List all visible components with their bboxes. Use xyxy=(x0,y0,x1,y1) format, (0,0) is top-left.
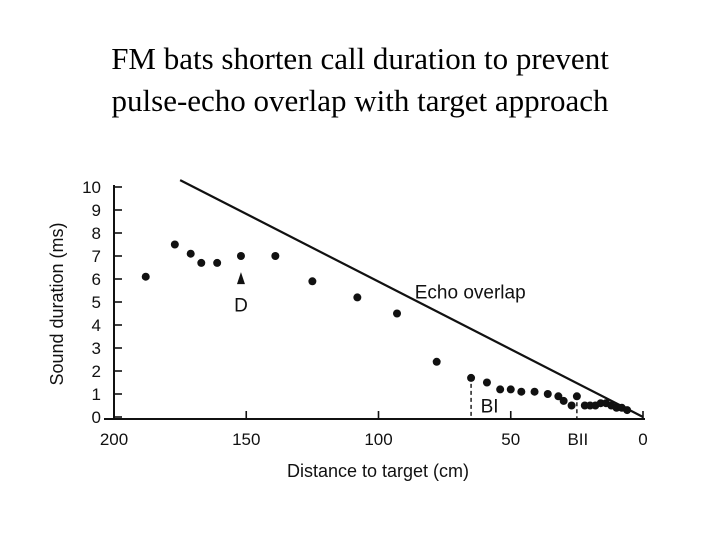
x-tick-label: 100 xyxy=(364,430,392,449)
data-point xyxy=(559,396,568,405)
bii-label: BII xyxy=(567,430,588,449)
data-point xyxy=(141,272,150,281)
data-point xyxy=(572,392,581,401)
y-tick-label: 9 xyxy=(92,201,101,220)
y-tick-label: 4 xyxy=(92,316,101,335)
d-label: D xyxy=(234,295,248,316)
y-tick-label: 1 xyxy=(92,385,101,404)
y-tick-label: 10 xyxy=(82,178,101,197)
y-tick-label: 6 xyxy=(92,270,101,289)
x-tick-label: 150 xyxy=(232,430,260,449)
data-point xyxy=(554,392,563,401)
data-point xyxy=(170,240,179,249)
data-point xyxy=(308,277,317,286)
chart-marks xyxy=(141,179,644,419)
data-point xyxy=(496,385,505,394)
y-tick-label: 7 xyxy=(92,247,101,266)
bi-label: BI xyxy=(481,396,499,417)
slide-title-line-1: FM bats shorten call duration to prevent xyxy=(111,41,609,76)
data-point xyxy=(467,373,476,382)
data-point xyxy=(213,258,222,267)
data-point xyxy=(623,406,632,415)
y-tick-label: 8 xyxy=(92,224,101,243)
x-tick-label: 50 xyxy=(501,430,520,449)
y-tick-label: 5 xyxy=(92,293,101,312)
data-point xyxy=(353,293,362,302)
slide-title: FM bats shorten call duration to prevent… xyxy=(0,38,720,122)
data-point xyxy=(567,401,576,410)
y-tick-label: 3 xyxy=(92,339,101,358)
slide-title-line-2: pulse-echo overlap with target approach xyxy=(111,83,609,118)
chart-axes: 0 1 2 3 4 5 6 7 8 9 10 200 150 100 50 0 xyxy=(82,178,648,449)
y-axis-title: Sound duration (ms) xyxy=(47,222,67,385)
data-point xyxy=(236,252,245,260)
echo-overlap-line xyxy=(179,179,644,418)
y-tick-label: 0 xyxy=(92,408,101,427)
chart-labels: Distance to target (cm) Sound duration (… xyxy=(47,222,588,481)
data-point xyxy=(197,258,206,267)
data-point xyxy=(186,249,195,258)
data-point xyxy=(530,387,539,396)
data-point xyxy=(517,387,526,396)
data-point xyxy=(393,309,402,318)
data-point xyxy=(271,252,280,260)
data-point xyxy=(482,378,491,387)
data-point xyxy=(432,357,441,366)
x-tick-label: 200 xyxy=(100,430,128,449)
x-tick-label: 0 xyxy=(638,430,647,449)
echo-overlap-label: Echo overlap xyxy=(415,282,526,303)
y-tick-label: 2 xyxy=(92,362,101,381)
x-axis-title: Distance to target (cm) xyxy=(287,461,469,481)
data-point xyxy=(543,390,552,398)
data-point xyxy=(506,385,515,394)
d-arrow xyxy=(236,272,245,285)
